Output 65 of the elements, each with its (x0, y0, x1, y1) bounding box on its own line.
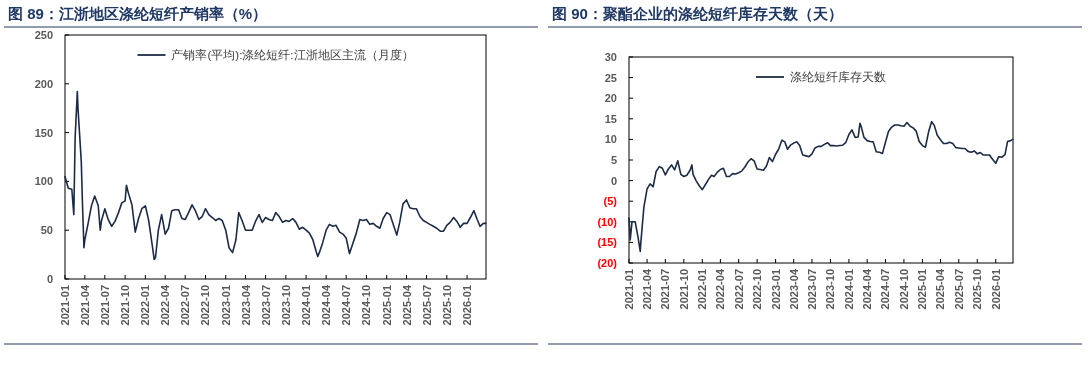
x-tick-label: 2022-01 (139, 285, 152, 326)
x-tick-label: 2022-07 (179, 285, 192, 326)
x-tick-label: 2026-01 (461, 285, 474, 326)
y-tick-label: 150 (34, 126, 53, 139)
y-tick-label: 50 (40, 224, 53, 237)
x-tick-label: 2023-01 (769, 269, 782, 310)
x-tick-label: 2024-01 (300, 285, 313, 326)
x-tick-label: 2022-10 (751, 269, 764, 310)
x-tick-label: 2023-07 (805, 269, 818, 310)
x-tick-label: 2021-01 (59, 285, 71, 326)
y-tick-label: 200 (34, 77, 53, 90)
x-tick-label: 2024-10 (897, 269, 910, 310)
legend-label: 涤纶短纤库存天数 (790, 70, 886, 83)
x-tick-label: 2023-10 (279, 285, 292, 326)
x-tick-label: 2023-07 (259, 285, 272, 326)
y-tick-label: 15 (604, 112, 617, 125)
y-tick-label: (10) (597, 215, 618, 228)
x-tick-label: 2021-07 (659, 269, 672, 310)
x-tick-label: 2021-01 (623, 269, 635, 310)
x-tick-label: 2021-04 (641, 268, 654, 310)
y-tick-label: 30 (604, 51, 617, 63)
x-tick-label: 2025-07 (420, 285, 433, 326)
x-tick-label: 2024-07 (340, 285, 353, 326)
x-tick-label: 2023-10 (824, 269, 837, 310)
x-tick-label: 2022-07 (732, 269, 745, 310)
legend: 产销率(平均):涤纶短纤:江浙地区主流（月度） (136, 49, 414, 61)
y-tick-label: 10 (604, 133, 617, 146)
y-tick-label: (15) (597, 236, 618, 249)
x-tick-label: 2022-01 (696, 269, 709, 310)
x-tick-label: 2024-10 (360, 285, 373, 326)
x-tick-label: 2025-04 (400, 284, 413, 326)
y-tick-label: 250 (34, 29, 53, 41)
x-tick-label: 2025-07 (952, 269, 965, 310)
x-tick-label: 2024-04 (861, 268, 874, 310)
y-tick-label: 20 (604, 92, 617, 105)
x-tick-label: 2025-04 (934, 268, 947, 310)
legend-label: 产销率(平均):涤纶短纤:江浙地区主流（月度） (171, 48, 414, 62)
x-tick-label: 2021-10 (119, 285, 132, 326)
y-tick-label: 100 (34, 175, 53, 188)
x-tick-label: 2024-01 (842, 269, 855, 310)
x-tick-label: 2021-07 (98, 285, 111, 326)
x-tick-label: 2021-10 (677, 269, 690, 310)
x-tick-label: 2022-04 (159, 284, 172, 326)
x-tick-label: 2021-04 (78, 284, 91, 326)
x-tick-label: 2025-01 (380, 285, 393, 326)
x-tick-label: 2024-04 (320, 284, 333, 326)
y-tick-label: 5 (610, 154, 617, 166)
x-tick-label: 2025-01 (916, 269, 929, 310)
y-tick-label: 0 (46, 273, 53, 285)
x-tick-label: 2022-10 (199, 285, 212, 326)
x-tick-label: 2025-10 (971, 269, 984, 310)
x-tick-label: 2023-04 (787, 268, 800, 310)
x-tick-label: 2025-10 (440, 285, 453, 326)
y-tick-label: (20) (597, 257, 618, 269)
x-tick-label: 2026-01 (989, 269, 1002, 310)
legend: 涤纶短纤库存天数 (755, 71, 886, 83)
x-tick-label: 2022-04 (714, 268, 727, 310)
x-tick-label: 2024-07 (879, 269, 892, 310)
y-tick-label: 25 (604, 71, 617, 84)
x-tick-label: 2023-01 (219, 285, 232, 326)
x-tick-label: 2023-04 (239, 284, 252, 326)
chart-title: 图 90：聚酯企业的涤纶短纤库存天数（天） (552, 5, 843, 22)
y-tick-label: (5) (603, 195, 618, 208)
chart-title: 图 89：江浙地区涤纶短纤产销率（%） (8, 5, 268, 22)
y-tick-label: 0 (610, 174, 617, 187)
